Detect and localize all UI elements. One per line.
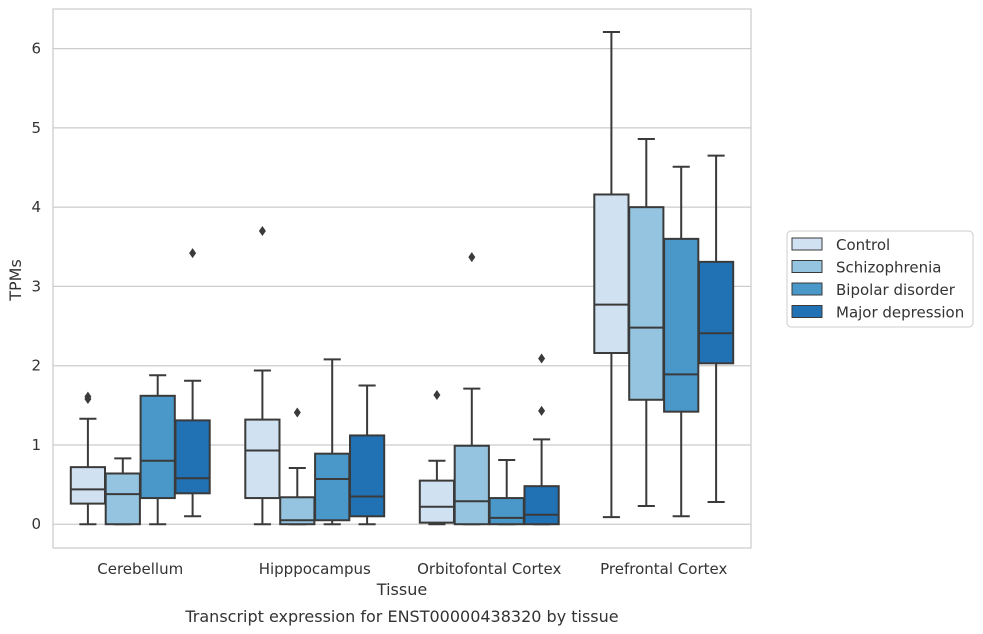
box-control bbox=[69, 391, 107, 526]
y-tick-label: 5 bbox=[31, 119, 41, 137]
box-schizophrenia bbox=[104, 457, 141, 526]
outlier-marker bbox=[293, 407, 301, 418]
legend-label: Major depression bbox=[836, 304, 964, 322]
y-axis-label: TPMs bbox=[6, 259, 25, 302]
box-iqr bbox=[663, 237, 700, 413]
box-iqr bbox=[314, 452, 351, 522]
box-series bbox=[69, 30, 735, 526]
box-control bbox=[593, 30, 630, 519]
box-iqr bbox=[628, 206, 665, 401]
y-tick-label: 3 bbox=[31, 277, 41, 295]
x-tick-label: Cerebellum bbox=[97, 560, 183, 578]
box-iqr bbox=[697, 260, 735, 365]
legend-frame bbox=[786, 230, 974, 328]
box-bipolar-disorder bbox=[139, 374, 176, 526]
box-bipolar-disorder bbox=[663, 165, 700, 518]
legend: Control Schizophrenia Bipolar disorder Majo… bbox=[786, 230, 974, 328]
box-iqr bbox=[418, 479, 456, 524]
box-control bbox=[244, 225, 281, 526]
box-major-depression bbox=[697, 154, 735, 504]
x-tick-label: Orbitofontal Cortex bbox=[417, 560, 561, 578]
box-bipolar-disorder bbox=[314, 358, 351, 526]
legend-swatch bbox=[791, 282, 823, 296]
box-major-depression bbox=[348, 384, 386, 526]
y-tick-labels: 0 1 2 3 4 5 6 bbox=[31, 40, 41, 534]
box-control bbox=[418, 390, 456, 526]
box-iqr bbox=[348, 434, 386, 518]
box-iqr bbox=[139, 394, 176, 500]
y-tick-label: 0 bbox=[31, 515, 41, 533]
outlier-marker bbox=[538, 405, 546, 416]
box-iqr bbox=[453, 444, 490, 526]
outlier-marker bbox=[258, 225, 266, 236]
box-iqr bbox=[244, 418, 281, 500]
outlier-marker bbox=[538, 353, 546, 364]
y-tick-label: 2 bbox=[31, 357, 41, 375]
box-iqr bbox=[523, 485, 560, 526]
legend-swatch bbox=[791, 237, 823, 251]
y-tick-label: 6 bbox=[31, 40, 41, 58]
box-major-depression bbox=[174, 248, 211, 518]
box-iqr bbox=[104, 472, 141, 526]
legend-swatch bbox=[791, 305, 823, 318]
box-iqr bbox=[593, 193, 630, 355]
outlier-marker bbox=[433, 390, 441, 401]
x-tick-labels: Cerebellum Hipppocampus Orbitofontal Corte… bbox=[97, 560, 727, 578]
chart-caption: Transcript expression for ENST0000043832… bbox=[184, 607, 618, 626]
x-tick-label: Hipppocampus bbox=[259, 560, 371, 578]
x-axis-label: Tissue bbox=[376, 580, 427, 599]
box-major-depression bbox=[523, 353, 560, 526]
box-iqr bbox=[174, 419, 211, 495]
legend-swatch bbox=[791, 260, 823, 273]
outlier-marker bbox=[84, 391, 92, 402]
outlier-marker bbox=[468, 252, 476, 263]
y-tick-label: 4 bbox=[31, 198, 41, 216]
box-schizophrenia bbox=[453, 252, 490, 526]
legend-label: Control bbox=[836, 236, 890, 254]
x-tick-label: Prefrontal Cortex bbox=[600, 560, 727, 578]
box-iqr bbox=[69, 466, 107, 505]
y-tick-label: 1 bbox=[31, 436, 41, 454]
outlier-marker bbox=[189, 248, 197, 259]
box-iqr bbox=[488, 497, 525, 526]
box-bipolar-disorder bbox=[488, 459, 525, 526]
legend-label: Schizophrenia bbox=[836, 259, 941, 277]
legend-label: Bipolar disorder bbox=[836, 281, 956, 299]
